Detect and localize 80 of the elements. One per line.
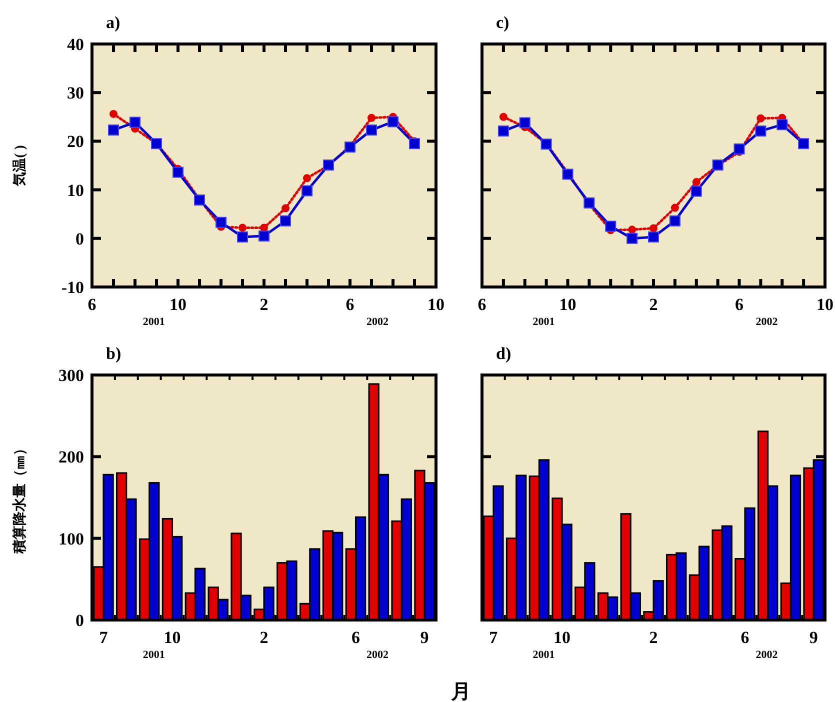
y-tick-label: 0	[76, 611, 84, 630]
point	[344, 142, 356, 153]
text: 2001	[532, 316, 555, 328]
x-tick-label: 2	[649, 295, 658, 314]
x-tick-label: 10	[554, 628, 571, 647]
point	[130, 116, 140, 128]
x-tick-label: 10	[164, 628, 181, 647]
point	[669, 215, 680, 226]
x-tick-label: 6	[735, 295, 744, 314]
point	[216, 216, 226, 228]
y-tick-label: 30	[67, 84, 84, 103]
x-tick-label: 10	[170, 295, 186, 314]
point	[388, 116, 398, 128]
point	[172, 166, 184, 178]
chart-title: d)	[496, 344, 512, 363]
y-axis-title: 気温( )	[12, 144, 28, 187]
point	[499, 112, 508, 121]
point	[605, 220, 616, 232]
point	[519, 117, 530, 128]
y-tick-label: 300	[58, 366, 84, 385]
point	[282, 204, 290, 212]
chart-title: c)	[496, 13, 510, 32]
point	[366, 124, 377, 136]
text: 2001	[142, 316, 165, 328]
x-tick-label: 10	[428, 295, 444, 314]
x-tick-label: 7	[99, 628, 108, 647]
text: 2002	[756, 316, 778, 328]
x-tick-label: 7	[489, 628, 498, 647]
point	[692, 178, 700, 186]
point	[238, 224, 246, 232]
point	[776, 119, 788, 130]
x-tick-label: 2	[260, 295, 268, 314]
y-tick-label: 100	[58, 529, 84, 548]
text: 2001	[532, 649, 555, 661]
x-tick-label: 6	[351, 628, 360, 647]
y-tick-label: 0	[76, 229, 84, 248]
x-tick-label: 9	[420, 628, 429, 647]
y-tick-label: -10	[61, 278, 84, 297]
text: 2001	[142, 649, 165, 661]
y-tick-label: 40	[67, 35, 84, 54]
point	[690, 186, 702, 197]
x-tick-label: 6	[478, 295, 486, 314]
text: 2002	[366, 316, 390, 328]
point	[648, 231, 659, 242]
point	[110, 110, 118, 118]
point	[280, 215, 291, 226]
point	[237, 231, 248, 242]
point	[734, 143, 745, 154]
point	[650, 224, 658, 232]
x-tick-label: 2	[260, 628, 268, 647]
point	[108, 124, 119, 136]
point	[258, 230, 270, 242]
x-tick-label: 6	[88, 295, 96, 314]
x-axis-title: 月	[450, 681, 471, 702]
x-tick-label: 6	[346, 295, 354, 314]
y-axis-title: 積算降水量（㎜）	[12, 442, 28, 554]
y-tick-label: 10	[67, 180, 84, 200]
point	[670, 204, 679, 212]
point	[756, 114, 765, 122]
y-tick-label: 200	[58, 448, 84, 467]
x-tick-label: 10	[816, 295, 834, 314]
x-tick-label: 2	[649, 628, 658, 647]
x-tick-label: 10	[559, 295, 576, 314]
point	[409, 138, 420, 150]
x-tick-label: 6	[740, 628, 750, 647]
point	[562, 168, 574, 180]
chart-title: a)	[106, 13, 120, 32]
text: 2002	[366, 649, 390, 661]
point	[626, 232, 638, 244]
point	[498, 125, 509, 136]
y-tick-label: 20	[67, 132, 84, 152]
text: 2002	[756, 649, 778, 661]
x-tick-label: 9	[809, 628, 818, 647]
point	[302, 185, 312, 196]
chart-title: b)	[106, 344, 122, 363]
point	[628, 226, 636, 234]
point	[584, 197, 595, 208]
point	[303, 174, 311, 182]
point	[755, 125, 766, 136]
point	[368, 114, 376, 122]
